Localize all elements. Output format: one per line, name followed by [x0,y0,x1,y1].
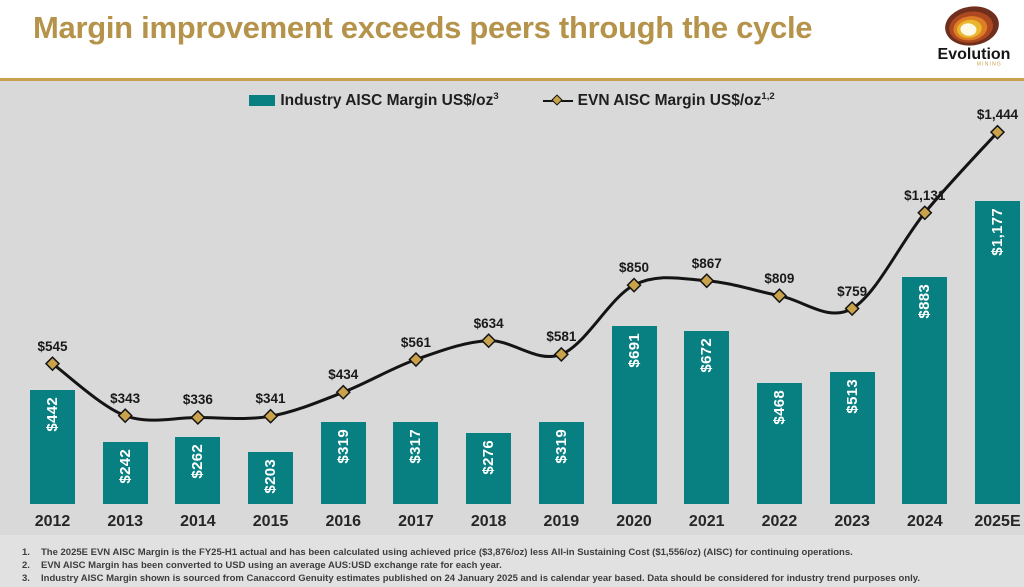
bar-2012: $442 [30,390,75,504]
line-value-label-2014: $336 [182,392,213,408]
x-axis-label-2016: 2016 [325,513,362,530]
line-value-label-2024: $1,131 [904,187,946,203]
bar-2017: $317 [393,422,439,504]
bar-2024: $883 [902,276,948,504]
footnote-2: 2. EVN AISC Margin has been converted to … [22,559,1004,572]
footnote-text: The 2025E EVN AISC Margin is the FY25-H1… [41,547,853,558]
bar-value-label: $672 [698,337,716,373]
x-axis-label-2013: 2013 [107,513,143,530]
x-axis-label-2022: 2022 [761,513,798,530]
legend-item-industry: Industry AISC Margin US$/oz3 [249,91,499,110]
chart-legend: Industry AISC Margin US$/oz3 EVN AISC Ma… [0,91,1024,110]
footnotes-section: 1. The 2025E EVN AISC Margin is the FY25-… [0,535,1024,587]
diamond-marker-2012 [44,356,61,372]
bar-value-label: $242 [116,448,134,484]
diamond-marker-2022 [771,288,787,304]
logo-subtext: MINING [977,62,1002,68]
diamond-marker-2017 [408,351,424,368]
x-axis-label-2015: 2015 [252,513,289,530]
line-value-label-2012: $545 [37,338,68,354]
diamond-marker-2016 [335,384,351,400]
bar-2016: $319 [320,421,366,504]
evn-line-marker-icon [542,94,573,107]
diamond-marker-2025E [989,124,1006,140]
diamond-marker-2015 [263,408,279,424]
x-axis-label-2012: 2012 [34,513,71,530]
diamond-marker-2021 [699,273,715,289]
x-axis-label-2014: 2014 [180,513,216,530]
x-axis-label-2023: 2023 [834,513,870,530]
bar-2014: $262 [175,436,221,504]
line-value-label-2013: $343 [110,390,141,406]
bar-value-label: $317 [407,429,425,464]
footnote-text: EVN AISC Margin has been converted to US… [41,560,502,571]
bar-value-label: $203 [262,458,280,494]
line-value-label-2023: $759 [837,283,868,299]
chart-region: Industry AISC Margin US$/oz3 EVN AISC Ma… [0,81,1024,535]
diamond-marker-2018 [481,333,497,349]
bar-2021: $672 [684,330,730,504]
bar-value-label: $691 [625,333,643,368]
diamond-marker-2020 [626,277,642,293]
line-value-label-2017: $561 [400,334,431,350]
bar-2018: $276 [466,432,512,504]
bar-2025E: $1,177 [975,200,1020,504]
logo-wordmark: Evolution [938,46,1011,63]
diamond-marker-2014 [190,409,206,426]
bar-2013: $242 [102,441,148,504]
bar-value-label: $513 [843,378,861,414]
line-value-label-2015: $341 [255,391,286,407]
legend-label-evn: EVN AISC Margin US$/oz1,2 [577,91,775,110]
bar-2015: $203 [248,451,294,504]
slide-title: Margin improvement exceeds peers through… [33,10,813,45]
bar-value-label: $442 [44,397,61,432]
line-value-label-2016: $434 [328,367,359,383]
footnote-number: 3. [22,573,30,584]
line-value-label-2025E: $1,444 [976,107,1019,123]
bar-value-label: $319 [552,428,570,464]
bar-2020: $691 [611,326,657,504]
evolution-mining-logo: Evolution MINING [938,6,1011,68]
bar-2022: $468 [756,383,802,504]
diamond-marker-2023 [844,300,860,317]
bar-value-label: $1,177 [989,207,1006,256]
bar-2023: $513 [829,371,875,504]
line-value-label-2019: $581 [546,329,577,345]
line-value-label-2018: $634 [473,315,504,331]
slide-header: Margin improvement exceeds peers through… [0,0,1024,78]
x-axis-label-2025E: 2025E [974,513,1021,530]
diamond-marker-2019 [553,346,569,362]
industry-bar-swatch-icon [249,95,276,107]
line-value-label-2020: $850 [619,260,650,276]
legend-item-evn: EVN AISC Margin US$/oz1,2 [542,91,775,110]
legend-label-industry: Industry AISC Margin US$/oz3 [280,91,499,110]
x-axis-label-2024: 2024 [907,513,943,530]
x-axis-label-2018: 2018 [470,513,507,530]
logo-swirl-icon [945,6,999,46]
footnote-number: 1. [22,547,30,558]
x-axis-label-2021: 2021 [688,513,725,530]
x-axis-label-2017: 2017 [398,513,434,530]
diamond-marker-2013 [117,408,133,424]
bar-value-label: $883 [916,283,934,319]
line-value-label-2021: $867 [691,255,722,271]
footnote-number: 2. [22,560,30,571]
bar-value-label: $276 [480,439,498,475]
footnote-1: 1. The 2025E EVN AISC Margin is the FY25-… [22,546,1004,559]
bar-value-label: $468 [770,390,788,426]
plot-area: $442 2012 $242 2013 $262 2014 $203 2015 $319 2016… [0,81,1024,535]
x-axis-label-2019: 2019 [543,513,580,530]
footnote-text: Industry AISC Margin shown is sourced fr… [41,573,920,584]
header-divider [0,78,1024,81]
diamond-marker-2024 [917,205,933,221]
line-value-label-2022: $809 [764,270,795,286]
bar-2019: $319 [538,421,584,504]
bar-value-label: $262 [189,443,207,479]
footnote-3: 3. Industry AISC Margin shown is sourced … [22,572,1004,585]
bar-value-label: $319 [334,428,352,464]
x-axis-label-2020: 2020 [616,513,652,530]
